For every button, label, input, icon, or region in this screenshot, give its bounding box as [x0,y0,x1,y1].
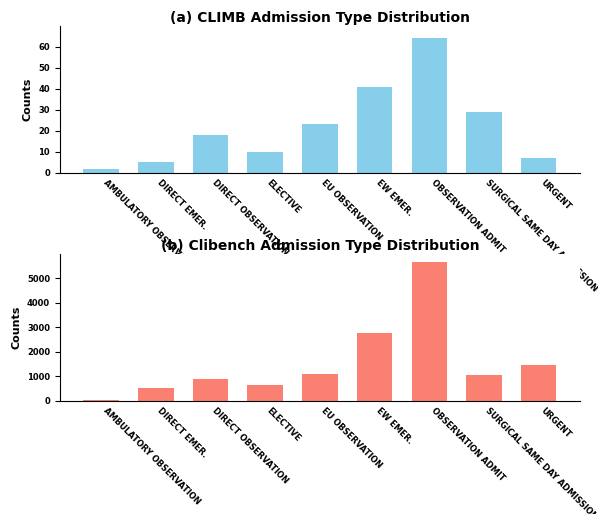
Bar [193,135,228,173]
Bar [521,158,556,173]
Title: (b) Clibench Admission Type Distribution: (b) Clibench Admission Type Distribution [161,238,479,252]
Bar [138,388,173,401]
Bar [357,87,392,173]
Bar [193,379,228,401]
Bar [84,169,119,173]
Bar [466,112,502,173]
Bar [521,365,556,401]
Bar [248,385,283,401]
Bar [248,152,283,173]
Bar [302,124,338,173]
Bar [411,39,447,173]
Bar [411,262,447,401]
Bar [302,374,338,401]
Bar [84,400,119,401]
Title: (a) CLIMB Admission Type Distribution: (a) CLIMB Admission Type Distribution [170,10,470,25]
Bar [466,375,502,401]
Y-axis label: Counts: Counts [23,78,33,121]
Y-axis label: Counts: Counts [11,306,22,349]
Bar [357,334,392,401]
Bar [138,162,173,173]
